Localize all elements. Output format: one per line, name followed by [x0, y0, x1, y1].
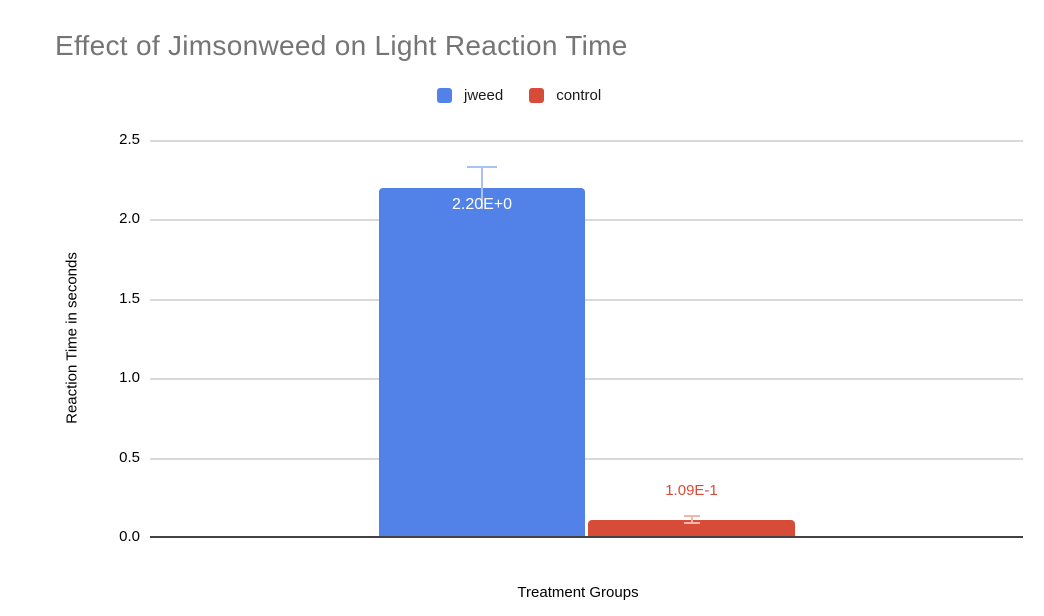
legend-label-control: control	[556, 87, 602, 104]
x-axis-line	[150, 536, 1023, 538]
bar-value-label-control: 1.09E-1	[665, 481, 718, 499]
error-cap-bottom	[683, 522, 700, 525]
x-axis-title: Treatment Groups	[517, 584, 639, 601]
legend: jweed control	[437, 87, 601, 104]
y-tick-label: 0.0	[119, 528, 140, 545]
y-axis-title: Reaction Time in seconds	[63, 252, 81, 424]
chart-title: Effect of Jimsonweed on Light Reaction T…	[55, 30, 628, 61]
y-tick-label: 2.0	[119, 210, 140, 227]
gridline	[150, 140, 1023, 142]
bar-group-jweed: 2.20E+0	[379, 140, 585, 537]
jweed-swatch-icon	[437, 88, 452, 103]
y-tick-label: 2.5	[119, 131, 140, 148]
y-tick-label: 1.5	[119, 290, 140, 307]
bar-value-label-jweed: 2.20E+0	[451, 195, 513, 213]
legend-label-jweed: jweed	[464, 87, 504, 104]
error-stem	[690, 514, 693, 525]
bar-jweed[interactable]	[379, 187, 585, 537]
legend-item-jweed[interactable]: jweed	[437, 87, 503, 104]
gridline	[150, 458, 1023, 460]
y-tick-label: 0.5	[119, 449, 140, 466]
gridline	[150, 299, 1023, 301]
legend-item-control[interactable]: control	[529, 87, 601, 104]
gridline	[150, 219, 1023, 221]
bar-control[interactable]	[588, 519, 795, 537]
error-bar-jweed	[467, 166, 497, 210]
plot-area: 2.20E+0 1.09E-1	[150, 140, 1023, 538]
gridline	[150, 378, 1023, 380]
control-swatch-icon	[529, 88, 545, 103]
error-stem	[481, 166, 483, 210]
y-tick-label: 1.0	[119, 369, 140, 386]
error-bar-control	[683, 514, 700, 525]
bar-group-control: 1.09E-1	[588, 140, 795, 537]
